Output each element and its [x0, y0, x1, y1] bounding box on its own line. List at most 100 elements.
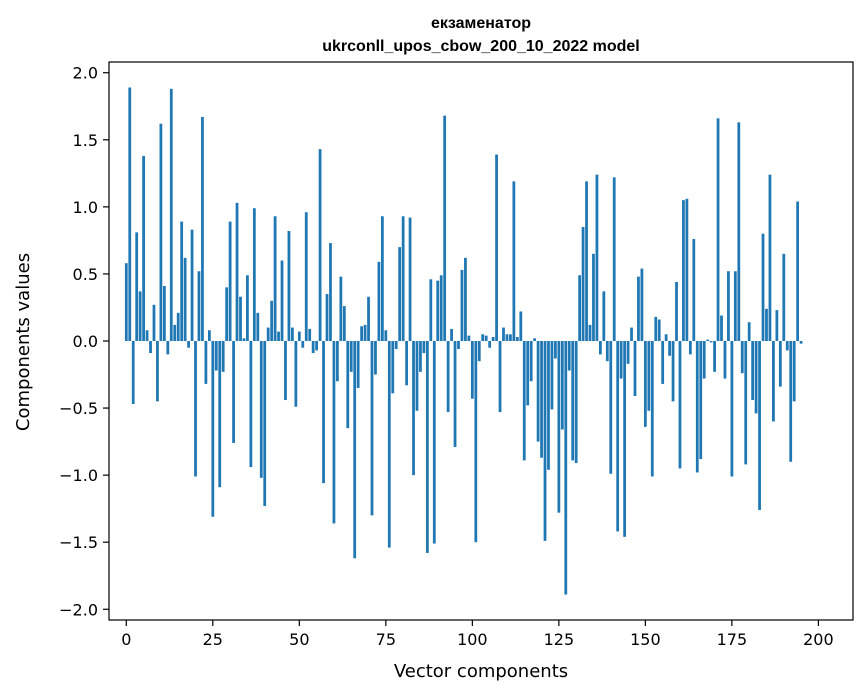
bar — [256, 312, 260, 341]
bar — [498, 341, 502, 413]
x-axis: 0 25 50 75 100 125 150 175 200 — [121, 620, 834, 649]
bar — [733, 271, 737, 341]
x-tick-label: 50 — [289, 630, 309, 649]
bar — [124, 263, 128, 341]
bar — [505, 334, 509, 341]
bar — [349, 341, 353, 372]
bar — [772, 341, 775, 422]
bar — [654, 316, 658, 341]
bar — [367, 296, 370, 341]
bar — [502, 327, 505, 341]
chart-title: екзаменатор — [431, 15, 531, 32]
bar — [602, 291, 606, 341]
bar — [557, 341, 561, 513]
bar — [284, 341, 287, 401]
bar — [443, 115, 447, 342]
bar — [422, 341, 426, 354]
bar — [239, 296, 242, 341]
bar — [315, 341, 319, 351]
bar — [291, 327, 294, 341]
bar — [419, 341, 422, 372]
bar — [252, 208, 256, 341]
bar — [796, 201, 800, 341]
bar — [322, 341, 325, 484]
bar — [702, 341, 706, 379]
bar — [384, 330, 388, 341]
bar — [142, 155, 145, 341]
bar — [149, 341, 152, 354]
bar — [799, 341, 803, 344]
x-tick-label: 100 — [457, 630, 488, 649]
x-tick-label: 200 — [803, 630, 834, 649]
bar — [439, 275, 443, 341]
x-tick-label: 25 — [203, 630, 223, 649]
bar — [488, 341, 492, 348]
bar — [259, 341, 263, 478]
bar — [716, 118, 720, 341]
bar — [567, 341, 571, 371]
bar — [467, 335, 471, 341]
bar — [425, 341, 429, 553]
x-tick-label: 150 — [630, 630, 661, 649]
bar — [671, 341, 675, 402]
bar — [287, 231, 291, 341]
bar — [682, 200, 685, 341]
bar — [564, 341, 568, 595]
bar — [706, 339, 710, 341]
bar — [204, 341, 208, 384]
bar — [432, 341, 436, 544]
bar — [398, 247, 402, 341]
bar — [169, 88, 173, 341]
y-tick-label: 0.5 — [73, 265, 98, 284]
bar — [450, 328, 453, 341]
bar — [560, 341, 564, 430]
bar — [491, 336, 495, 341]
bar — [543, 341, 547, 541]
bar — [297, 331, 301, 341]
bar — [792, 341, 796, 402]
bar — [214, 341, 218, 371]
bar — [765, 308, 768, 341]
bar — [394, 341, 398, 350]
bar — [737, 122, 741, 341]
bar — [374, 341, 377, 375]
bar — [574, 341, 578, 464]
bar — [778, 341, 782, 387]
bar — [363, 324, 367, 341]
bar — [785, 341, 789, 351]
bar — [190, 229, 194, 341]
bar — [554, 341, 557, 359]
bar — [754, 341, 758, 414]
bar — [637, 276, 640, 341]
x-tick-label: 0 — [121, 630, 131, 649]
bar — [273, 216, 277, 341]
bar — [547, 341, 550, 470]
bar — [647, 341, 651, 411]
bar — [232, 341, 235, 443]
bar — [588, 324, 592, 341]
bar — [550, 341, 554, 410]
bar — [405, 341, 408, 386]
bar — [180, 221, 184, 341]
bar — [470, 341, 474, 399]
bar — [183, 257, 187, 341]
bar — [657, 319, 661, 341]
bar — [481, 334, 485, 341]
bar — [515, 336, 519, 341]
x-tick-label: 175 — [717, 630, 748, 649]
bar — [211, 341, 215, 517]
bar — [353, 341, 357, 559]
bar — [301, 341, 305, 348]
bar — [457, 341, 460, 350]
bar — [581, 226, 585, 341]
bar — [201, 117, 204, 341]
bar — [207, 330, 211, 341]
bar — [415, 341, 419, 411]
bar — [377, 261, 381, 341]
bar — [744, 341, 748, 465]
bar — [329, 243, 332, 341]
chart-subtitle: ukrconll_upos_cbow_200_10_2022 model — [322, 38, 639, 55]
bar — [633, 341, 637, 396]
bar — [173, 324, 177, 341]
